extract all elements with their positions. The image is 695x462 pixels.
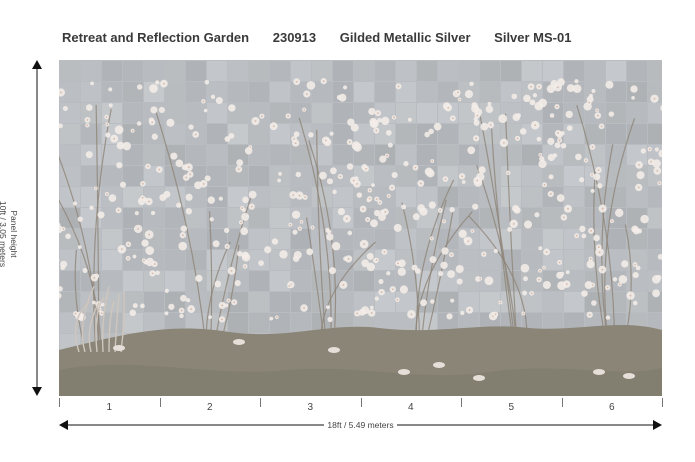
- collection-name: Retreat and Reflection Garden: [62, 30, 250, 45]
- panel-number: 4: [407, 402, 414, 413]
- mural-preview-image: [59, 60, 662, 396]
- width-label: 18ft / 5.49 meters: [327, 420, 394, 430]
- panel-divider-tick: [360, 398, 362, 407]
- panel-divider-tick: [561, 398, 563, 407]
- finish-name: Gilded Metallic Silver: [339, 30, 471, 45]
- panel-divider-tick: [461, 398, 462, 407]
- panel-divider-tick: [260, 398, 261, 407]
- product-code: 230913: [272, 30, 317, 45]
- panel-divider-tick: [159, 398, 161, 407]
- height-label: Panel height 10ft / 3.05 meters: [0, 200, 19, 268]
- panel-number: 2: [206, 402, 213, 413]
- product-header: Retreat and Reflection Garden 230913 Gil…: [62, 30, 591, 45]
- height-dimension-arrow: [30, 60, 44, 396]
- panel-number: 6: [608, 402, 615, 413]
- colorway-name: Silver MS-01: [494, 30, 572, 45]
- panel-number: 3: [307, 402, 314, 413]
- panel-divider-tick: [662, 398, 663, 407]
- panel-number: 5: [508, 402, 515, 413]
- panel-divider-tick: [59, 398, 60, 407]
- panel-number: 1: [106, 402, 113, 413]
- width-dimension-arrow: [59, 418, 662, 432]
